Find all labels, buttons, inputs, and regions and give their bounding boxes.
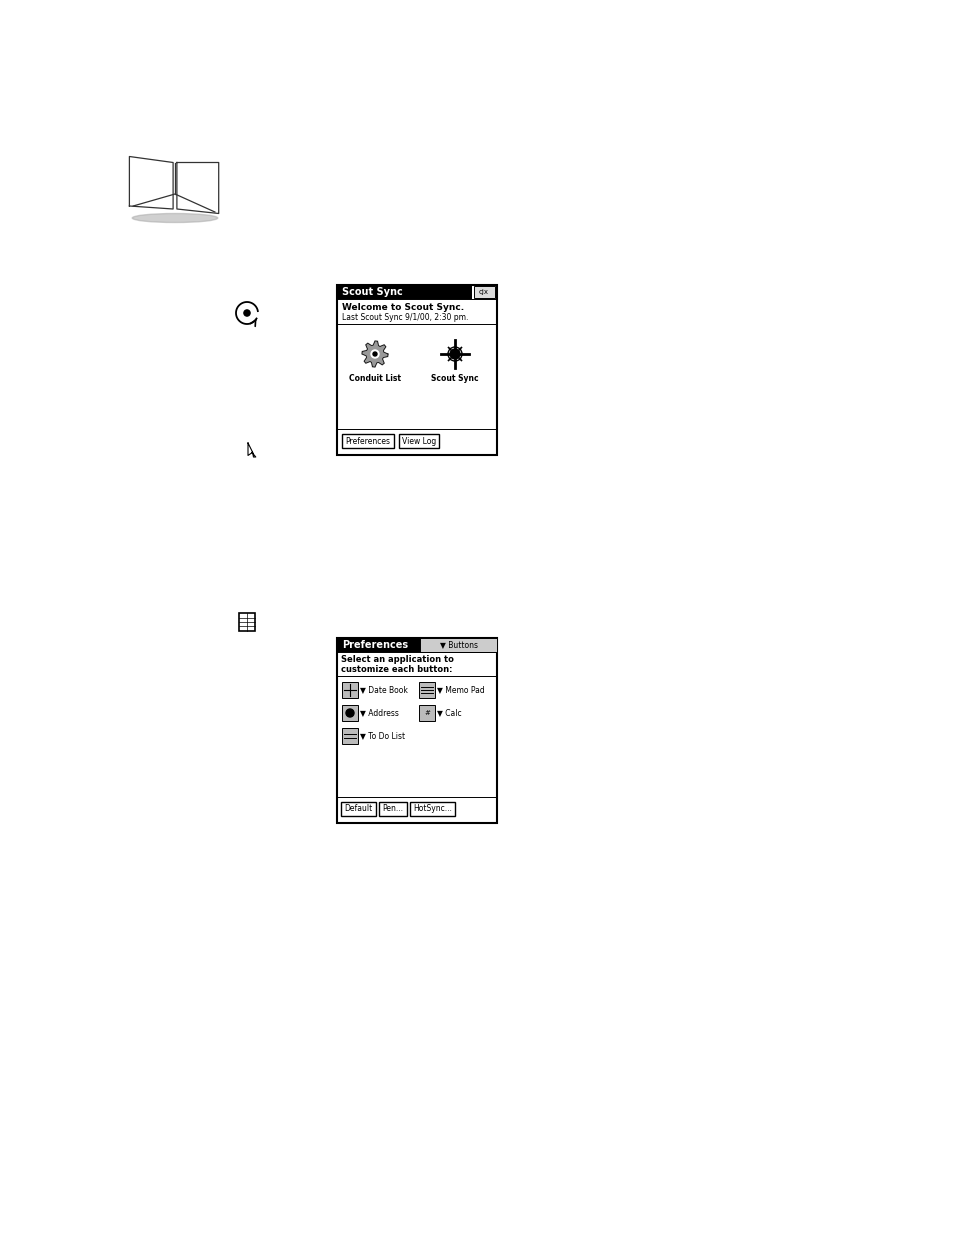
Polygon shape: [176, 163, 218, 214]
Bar: [474, 287, 495, 298]
Bar: [341, 682, 357, 698]
Bar: [336, 285, 472, 299]
Text: Preferences: Preferences: [345, 436, 390, 446]
Bar: [341, 705, 357, 721]
Text: ▼ Address: ▼ Address: [359, 709, 398, 718]
Polygon shape: [361, 341, 388, 367]
Polygon shape: [130, 157, 172, 209]
Text: Last Scout Sync 9/1/00, 2:30 pm.: Last Scout Sync 9/1/00, 2:30 pm.: [341, 312, 468, 321]
Bar: [418, 705, 435, 721]
Text: ▼ Buttons: ▼ Buttons: [439, 641, 477, 650]
Text: ▼ Date Book: ▼ Date Book: [359, 685, 408, 694]
Bar: [418, 682, 435, 698]
Bar: [341, 433, 394, 448]
Text: Select an application to: Select an application to: [340, 656, 454, 664]
Bar: [341, 727, 357, 743]
Text: Default: Default: [344, 804, 373, 814]
Bar: [336, 638, 419, 652]
Text: HotSync...: HotSync...: [413, 804, 452, 814]
Text: Conduit List: Conduit List: [349, 374, 400, 383]
Bar: [378, 802, 407, 816]
Circle shape: [450, 350, 459, 359]
Text: #: #: [424, 710, 430, 716]
Polygon shape: [248, 443, 255, 457]
Ellipse shape: [132, 214, 217, 222]
Text: Pen...: Pen...: [382, 804, 403, 814]
Bar: [410, 802, 455, 816]
Circle shape: [244, 310, 250, 316]
Bar: [336, 638, 497, 823]
Bar: [398, 433, 438, 448]
Text: Preferences: Preferences: [341, 640, 408, 650]
Bar: [419, 638, 497, 652]
Bar: [336, 285, 497, 454]
Text: Scout Sync: Scout Sync: [431, 374, 478, 383]
Text: Scout Sync: Scout Sync: [341, 287, 402, 296]
Text: customize each button:: customize each button:: [340, 666, 452, 674]
Text: ▼ Calc: ▼ Calc: [436, 709, 461, 718]
Bar: [239, 614, 254, 631]
Circle shape: [373, 352, 376, 356]
Text: View Log: View Log: [401, 436, 436, 446]
Text: Welcome to Scout Sync.: Welcome to Scout Sync.: [341, 303, 464, 311]
Text: ▼ To Do List: ▼ To Do List: [359, 731, 405, 741]
Circle shape: [346, 709, 354, 718]
Text: cjx: cjx: [478, 289, 489, 295]
Text: ▼ Memo Pad: ▼ Memo Pad: [436, 685, 484, 694]
Bar: [340, 802, 375, 816]
Circle shape: [371, 350, 378, 358]
